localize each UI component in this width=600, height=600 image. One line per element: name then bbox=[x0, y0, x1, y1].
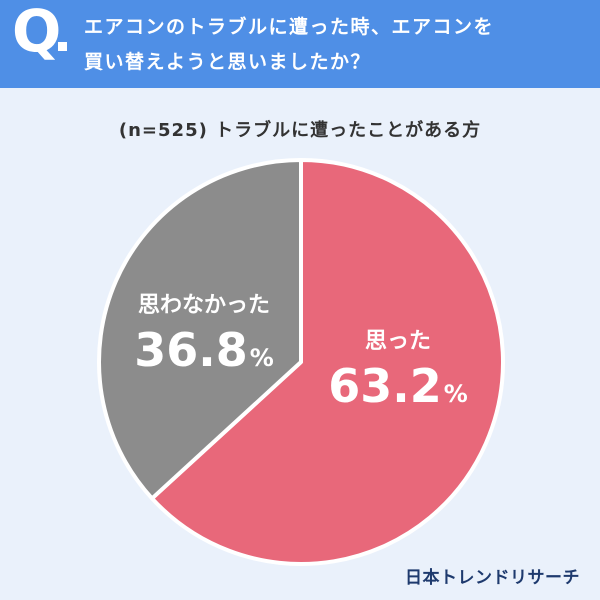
slice-label: 思わなかった bbox=[138, 293, 270, 318]
brand-logo: 日本トレンドリサーチ bbox=[405, 568, 580, 588]
question-text-line2: 買い替えようと思いましたか？ bbox=[84, 51, 372, 73]
q-icon: Q bbox=[12, 0, 62, 65]
sample-size-label: (n=525) トラブルに遭ったことがある方 bbox=[118, 120, 482, 141]
slice-value-label: 63.2% bbox=[328, 359, 468, 413]
question-header: Q エアコンのトラブルに遭った時、エアコンを 買い替えようと思いましたか？ bbox=[0, 0, 600, 88]
q-dot-icon bbox=[58, 42, 67, 51]
pie-slice-no bbox=[97, 158, 303, 501]
pie-slice-yes bbox=[150, 158, 505, 566]
question-text-line1: エアコンのトラブルに遭った時、エアコンを bbox=[84, 16, 495, 38]
slice-label: 思った bbox=[365, 329, 431, 354]
slice-value-label: 36.8% bbox=[134, 323, 274, 377]
